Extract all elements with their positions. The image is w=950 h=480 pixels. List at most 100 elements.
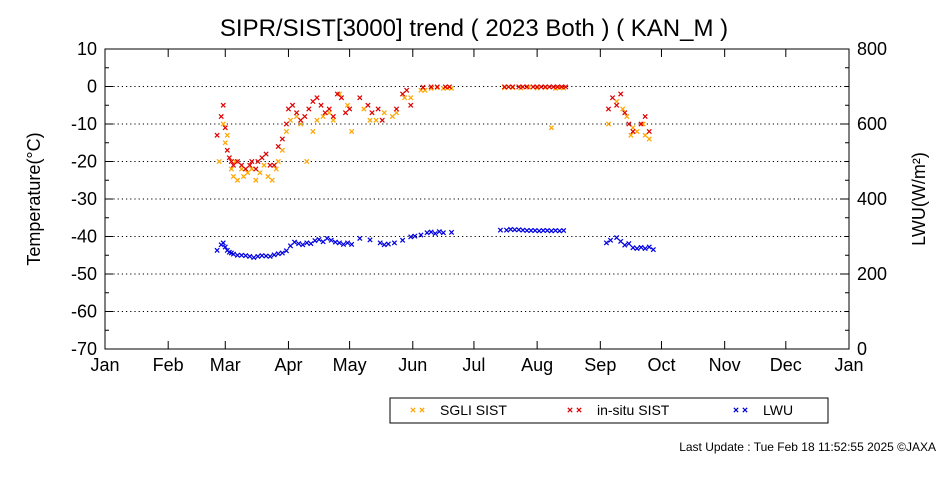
y-tick-label: -10 — [71, 114, 97, 134]
in-situ-sist-point — [279, 136, 285, 142]
sgli-sist-point — [304, 158, 310, 165]
sgli-sist-point — [336, 91, 343, 97]
sgli-sist-point — [320, 113, 326, 120]
lwu-point — [532, 227, 538, 234]
in-situ-sist-point — [530, 84, 536, 90]
in-situ-sist-point — [434, 84, 440, 90]
y2-tick-label: 0 — [857, 339, 867, 359]
sgli-sist-point — [422, 87, 428, 93]
lwu-point — [618, 238, 624, 244]
plot-frame — [104, 48, 850, 350]
in-situ-sist-point — [318, 102, 324, 108]
y2-axis-label: LWU(W/m²) — [909, 152, 929, 246]
y-axis-left: 10 0 -10 -20 -30 -40 -50 -60 -70 — [71, 39, 113, 359]
legend-box — [389, 397, 829, 424]
in-situ-sist-point — [346, 106, 353, 112]
sgli-sist-point — [287, 117, 294, 123]
lwu-point — [424, 230, 430, 236]
lwu-point — [440, 230, 446, 236]
in-situ-sist-point — [255, 158, 261, 165]
in-situ-sist-point — [428, 84, 434, 90]
lwu-point — [536, 228, 542, 234]
in-situ-sist-point — [314, 95, 320, 101]
lwu-point — [259, 253, 265, 259]
lwu-point — [512, 227, 518, 233]
in-situ-sist-point — [306, 106, 312, 112]
lwu-point — [556, 228, 563, 234]
in-situ-sist-point — [285, 106, 292, 112]
in-situ-sist-point — [638, 121, 644, 127]
lwu-point — [377, 240, 383, 246]
sgli-sist-point — [624, 113, 630, 120]
in-situ-sist-point — [275, 143, 281, 150]
y-tick-label: 10 — [77, 39, 97, 59]
lwu-point — [626, 241, 632, 247]
in-situ-sist-point — [622, 110, 628, 116]
x-tick-label: Mar — [210, 355, 241, 375]
in-situ-sist-point — [338, 95, 345, 101]
in-situ-sist-point — [408, 102, 414, 108]
legend-marker — [567, 407, 573, 413]
lwu-point — [432, 230, 438, 237]
lwu-point — [275, 251, 281, 257]
legend-label: LWU — [763, 402, 793, 418]
in-situ-sist-point — [642, 113, 648, 120]
lwu-point — [357, 235, 363, 241]
lwu-point — [291, 239, 298, 245]
lwu-point — [561, 227, 567, 234]
in-situ-sist-point — [330, 113, 336, 120]
x-tick-label: Aug — [521, 355, 553, 375]
lwu-point — [238, 252, 245, 258]
in-situ-sist-point — [404, 87, 410, 93]
in-situ-sist-point — [310, 98, 316, 105]
sgli-sist-point — [220, 121, 226, 127]
legend-marker — [576, 407, 582, 413]
legend-items: SGLI SIST in-situ SIST LWU — [410, 402, 793, 418]
lwu-point — [634, 245, 640, 252]
lwu-point — [540, 227, 546, 234]
lwu-point — [214, 247, 220, 253]
lwu-point — [520, 227, 526, 233]
lwu-point — [614, 235, 620, 241]
sgli-sist-point — [418, 87, 424, 93]
lwu-point — [308, 241, 314, 247]
lwu-point — [336, 240, 343, 246]
in-situ-sist-point — [226, 155, 232, 161]
lwu-point — [428, 229, 434, 235]
sgli-sist-point — [269, 177, 275, 183]
sgli-sist-point — [310, 128, 316, 135]
legend-label: SGLI SIST — [440, 402, 507, 418]
lwu-point — [516, 227, 522, 233]
sgli-sist-point — [261, 162, 267, 168]
lwu-point — [391, 240, 398, 246]
in-situ-sist-point — [538, 84, 544, 90]
lwu-point — [646, 244, 652, 250]
lwu-point — [344, 240, 351, 246]
y-axis-label: Temperature(°C) — [24, 132, 44, 265]
lwu-point — [367, 237, 373, 243]
lwu-point — [328, 237, 334, 243]
x-tick-label: Feb — [153, 355, 184, 375]
in-situ-sist-point — [243, 166, 249, 172]
lwu-point — [630, 245, 636, 251]
in-situ-sist-point — [626, 121, 632, 127]
legend-marker — [419, 407, 425, 413]
lwu-point — [300, 242, 306, 248]
lwu-point — [251, 254, 257, 261]
lwu-point — [340, 241, 347, 247]
in-situ-sist-point — [249, 158, 255, 165]
legend: SGLI SIST in-situ SIST LWU — [389, 397, 829, 424]
sgli-sist-point — [634, 128, 640, 135]
in-situ-sist-point — [263, 151, 269, 157]
lwu-point — [263, 253, 269, 259]
in-situ-sist-point — [375, 106, 381, 112]
in-situ-sist-point — [214, 132, 220, 138]
sgli-sist-point — [245, 170, 251, 176]
lwu-point — [243, 253, 249, 259]
in-situ-sist-point — [228, 158, 235, 165]
y-tick-label: -70 — [71, 339, 97, 359]
x-tick-label: Jan — [90, 355, 119, 375]
x-tick-label: Jul — [462, 355, 485, 375]
lwu-point — [544, 227, 550, 234]
y-tick-label: -40 — [71, 227, 97, 247]
